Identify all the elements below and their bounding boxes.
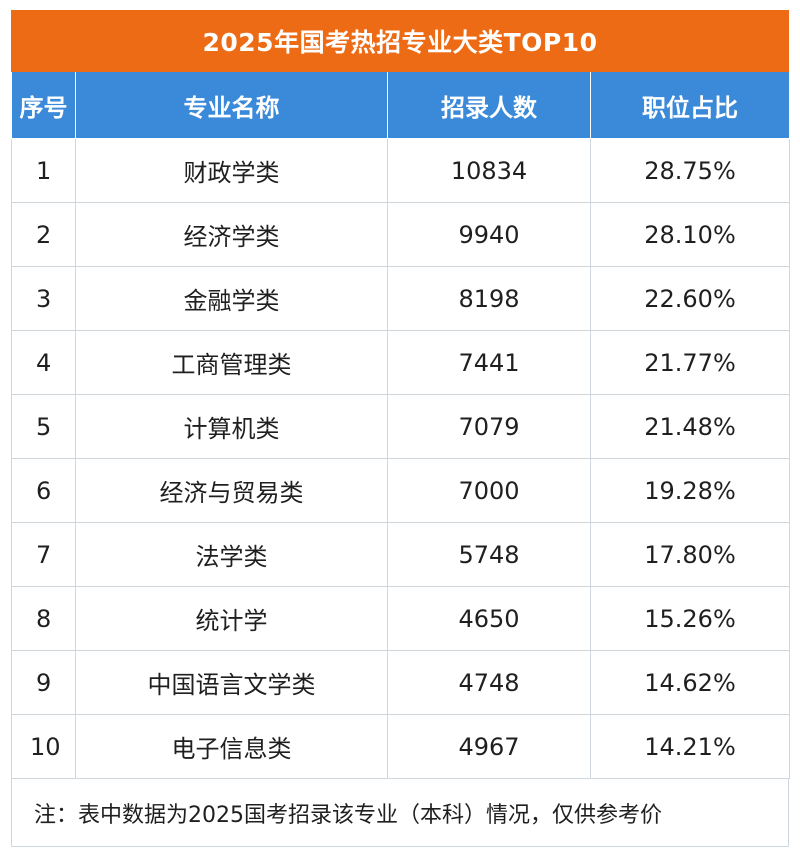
table-row: 1 财政学类 10834 28.75% [11,138,790,203]
header-share: 职位占比 [590,72,790,139]
row-recruits: 7079 [387,394,591,459]
row-share: 14.62% [590,650,790,715]
table-row: 2 经济学类 9940 28.10% [11,202,790,267]
table-row: 4 工商管理类 7441 21.77% [11,330,790,395]
header-row: 序号 专业名称 招录人数 职位占比 [11,72,790,139]
row-share: 22.60% [590,266,790,331]
row-share: 21.48% [590,394,790,459]
row-recruits: 8198 [387,266,591,331]
row-recruits: 4967 [387,714,591,779]
row-index: 2 [11,202,76,267]
header-major: 专业名称 [75,72,388,139]
row-share: 21.77% [590,330,790,395]
row-index: 1 [11,138,76,203]
row-major: 法学类 [75,522,388,587]
row-recruits: 5748 [387,522,591,587]
footnote: 注：表中数据为2025国考招录该专业（本科）情况，仅供参考价 [11,779,789,847]
row-major: 经济学类 [75,202,388,267]
row-share: 15.26% [590,586,790,651]
row-index: 9 [11,650,76,715]
row-index: 5 [11,394,76,459]
row-index: 8 [11,586,76,651]
row-index: 7 [11,522,76,587]
table-row: 7 法学类 5748 17.80% [11,522,790,587]
header-index: 序号 [11,72,76,139]
row-share: 28.75% [590,138,790,203]
table-row: 6 经济与贸易类 7000 19.28% [11,458,790,523]
row-share: 19.28% [590,458,790,523]
table-row: 9 中国语言文学类 4748 14.62% [11,650,790,715]
row-major: 工商管理类 [75,330,388,395]
row-major: 计算机类 [75,394,388,459]
table-title: 2025年国考热招专业大类TOP10 [11,10,789,72]
row-index: 3 [11,266,76,331]
row-recruits: 9940 [387,202,591,267]
row-index: 10 [11,714,76,779]
row-major: 中国语言文学类 [75,650,388,715]
table-row: 8 统计学 4650 15.26% [11,586,790,651]
row-share: 17.80% [590,522,790,587]
table-row: 3 金融学类 8198 22.60% [11,266,790,331]
row-index: 4 [11,330,76,395]
row-major: 金融学类 [75,266,388,331]
row-recruits: 7000 [387,458,591,523]
header-recruits: 招录人数 [387,72,591,139]
row-index: 6 [11,458,76,523]
row-recruits: 7441 [387,330,591,395]
row-major: 电子信息类 [75,714,388,779]
row-share: 28.10% [590,202,790,267]
row-recruits: 10834 [387,138,591,203]
row-major: 统计学 [75,586,388,651]
row-major: 财政学类 [75,138,388,203]
recruitment-table: 序号 专业名称 招录人数 职位占比 1 财政学类 10834 28.75% 2 … [11,72,790,779]
row-recruits: 4748 [387,650,591,715]
table-row: 5 计算机类 7079 21.48% [11,394,790,459]
row-recruits: 4650 [387,586,591,651]
row-share: 14.21% [590,714,790,779]
row-major: 经济与贸易类 [75,458,388,523]
table-row: 10 电子信息类 4967 14.21% [11,714,790,779]
